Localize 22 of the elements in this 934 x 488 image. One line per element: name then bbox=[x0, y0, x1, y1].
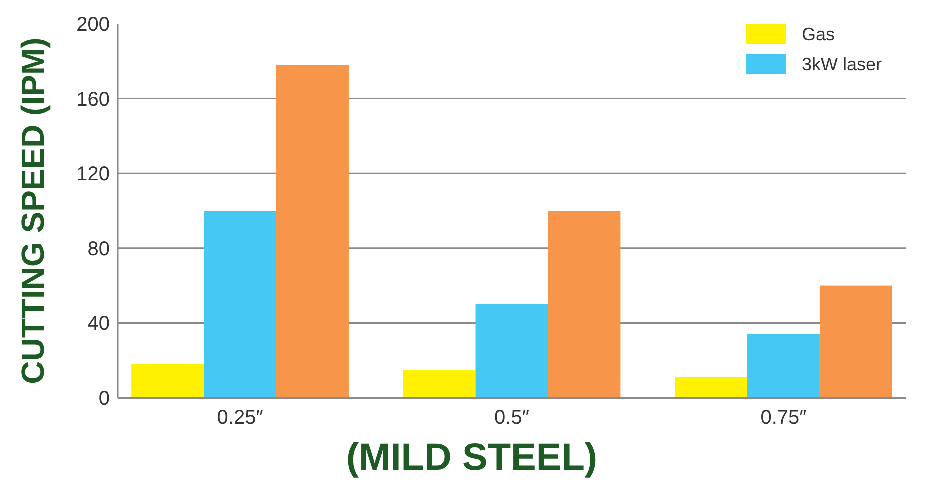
y-tick-label: 120 bbox=[76, 164, 110, 186]
bar bbox=[403, 370, 476, 398]
bar bbox=[548, 211, 621, 398]
bar bbox=[204, 211, 277, 398]
y-tick-label: 200 bbox=[76, 14, 110, 36]
bar bbox=[132, 364, 204, 398]
y-axis-title: CUTTING SPEED (IPM) bbox=[15, 38, 51, 384]
legend-label: 3kW laser bbox=[802, 54, 882, 74]
x-tick-label: 0.25″ bbox=[217, 407, 264, 429]
y-tick-label: 80 bbox=[88, 238, 110, 260]
x-tick-label: 0.5″ bbox=[494, 407, 530, 429]
y-tick-label: 40 bbox=[88, 313, 110, 336]
x-axis-title: (MILD STEEL) bbox=[346, 437, 598, 479]
legend-label: Gas bbox=[802, 24, 836, 44]
y-tick-label: 160 bbox=[76, 88, 110, 111]
bar bbox=[820, 286, 892, 398]
x-tick-label: 0.75″ bbox=[760, 407, 807, 429]
bar bbox=[476, 304, 548, 398]
bar bbox=[675, 377, 748, 398]
y-tick-label: 0 bbox=[98, 388, 110, 410]
bar bbox=[276, 65, 349, 398]
bar bbox=[747, 334, 820, 398]
